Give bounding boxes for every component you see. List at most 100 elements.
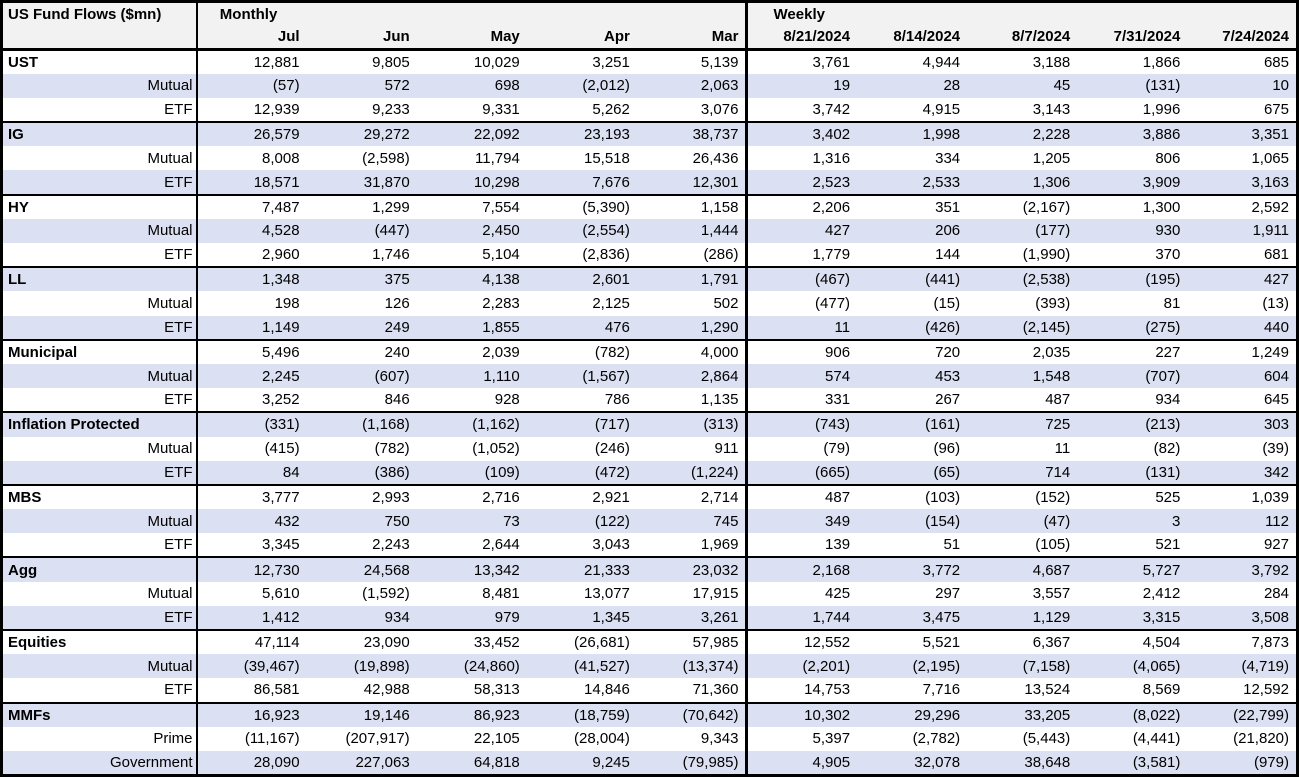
row-label: Agg xyxy=(1,556,198,582)
monthly-value-cell: 2,283 xyxy=(482,294,520,312)
sub-row: Mutual 2,245 (607) 1,110 (1,567) 2,864 574 453 1… xyxy=(1,363,1298,389)
weekly-value-cell: 681 xyxy=(1263,246,1289,264)
monthly-value-cell: 5,496 xyxy=(196,338,307,364)
weekly-value-cell: 334 xyxy=(935,149,961,167)
monthly-value-cell: (26,681) xyxy=(526,628,637,655)
monthly-value-cell: 5,104 xyxy=(482,246,520,264)
weekly-value-cell: (22,799) xyxy=(1187,701,1298,727)
monthly-value-cell: 3,261 xyxy=(636,605,749,630)
row-label: Mutual xyxy=(1,146,198,171)
weekly-value-cell: (4,441) xyxy=(1132,730,1181,748)
weekly-value-cell: 297 xyxy=(935,585,961,603)
row-label: Mutual xyxy=(1,581,198,606)
weekly-value-cell: 725 xyxy=(967,411,1078,437)
group-header-row: MBS 3,777 2,993 2,716 2,921 2,714 487 (103) (152… xyxy=(1,483,1298,510)
monthly-value-cell: 86,923 xyxy=(416,701,527,727)
weekly-value-cell: 574 xyxy=(746,363,858,389)
monthly-value-cell: 17,915 xyxy=(636,581,749,606)
weekly-value-cell: 6,367 xyxy=(967,628,1078,655)
monthly-value-cell: 16,923 xyxy=(196,701,307,727)
monthly-value-cell: 2,450 xyxy=(416,218,527,243)
weekly-value-cell: 3,315 xyxy=(1077,605,1188,630)
weekly-value-cell: 29,296 xyxy=(857,701,968,727)
weekly-column-header: 8/21/2024 xyxy=(746,25,858,51)
weekly-value-cell: 720 xyxy=(857,338,968,364)
monthly-value-cell: 7,554 xyxy=(416,193,527,219)
header-spacer xyxy=(857,1,1298,26)
weekly-value-cell: 33,205 xyxy=(967,701,1078,727)
monthly-value-cell: 2,864 xyxy=(636,363,749,389)
monthly-value-cell: 1,746 xyxy=(372,246,410,264)
weekly-value-cell: (152) xyxy=(967,483,1078,510)
monthly-value-cell: 10,029 xyxy=(416,48,527,74)
weekly-value-cell: 4,905 xyxy=(746,750,858,776)
monthly-column-header: Mar xyxy=(636,25,749,51)
row-label: MBS xyxy=(1,483,198,510)
monthly-value-cell: 240 xyxy=(306,338,417,364)
monthly-value-cell: 21,333 xyxy=(526,556,637,582)
monthly-value-cell: 911 xyxy=(636,436,749,461)
weekly-column-header: 7/24/2024 xyxy=(1187,25,1298,51)
weekly-value-cell: 487 xyxy=(1045,391,1071,409)
monthly-value-cell: 2,243 xyxy=(372,536,410,554)
weekly-value-cell: 227 xyxy=(1077,338,1188,364)
weekly-value-cell: (2,195) xyxy=(857,654,968,679)
monthly-value-cell: 7,676 xyxy=(526,170,637,195)
weekly-value-cell: 19 xyxy=(746,73,858,98)
row-label: LL xyxy=(1,266,198,292)
monthly-value-cell: 786 xyxy=(604,391,630,409)
monthly-value-cell: (70,642) xyxy=(636,701,749,727)
sub-row: ETF 1,412 934 979 1,345 3,261 1,744 3,475 1,129 3… xyxy=(1,605,1298,630)
monthly-value-cell: 57,985 xyxy=(636,628,749,655)
monthly-value-cell: 375 xyxy=(306,266,417,292)
monthly-value-cell: 5,139 xyxy=(636,48,749,74)
monthly-value-cell: 23,032 xyxy=(636,556,749,582)
weekly-value-cell: 1,129 xyxy=(967,605,1078,630)
weekly-value-cell: 12,592 xyxy=(1243,681,1289,699)
weekly-value-cell: 927 xyxy=(1263,536,1289,554)
weekly-value-cell: 303 xyxy=(1187,411,1298,437)
row-label: Municipal xyxy=(1,338,198,364)
monthly-value-cell: (28,004) xyxy=(574,730,630,748)
monthly-value-cell: 86,581 xyxy=(253,681,300,699)
weekly-value-cell: 3,351 xyxy=(1187,121,1298,147)
monthly-value-cell: 28,090 xyxy=(196,750,307,776)
weekly-value-cell: 427 xyxy=(746,218,858,243)
monthly-value-cell: 3,777 xyxy=(196,483,307,510)
weekly-value-cell: (131) xyxy=(1077,73,1188,98)
monthly-value-cell: 31,870 xyxy=(306,170,417,195)
sub-row: Mutual 198 126 2,283 2,125 502 (477) (15) (393) 8… xyxy=(1,291,1298,316)
weekly-value-cell: (7,158) xyxy=(967,654,1078,679)
monthly-value-cell: (2,554) xyxy=(526,218,637,243)
row-label: Mutual xyxy=(1,291,198,316)
weekly-value-cell: 3,909 xyxy=(1077,170,1188,195)
monthly-value-cell: 8,481 xyxy=(482,585,520,603)
weekly-value-cell: 3,792 xyxy=(1187,556,1298,582)
weekly-value-cell: 2,228 xyxy=(967,121,1078,147)
weekly-value-cell: (13) xyxy=(1262,294,1289,312)
weekly-section-label: Weekly xyxy=(746,1,858,26)
weekly-value-cell: (154) xyxy=(857,509,968,534)
monthly-value-cell: 22,092 xyxy=(416,121,527,147)
weekly-value-cell: (707) xyxy=(1077,363,1188,389)
monthly-value-cell: 1,791 xyxy=(636,266,749,292)
weekly-value-cell: 2,533 xyxy=(857,170,968,195)
monthly-value-cell: 11,794 xyxy=(475,149,520,167)
weekly-value-cell: 934 xyxy=(1155,391,1181,409)
monthly-value-cell: (41,527) xyxy=(526,654,637,679)
row-label: ETF xyxy=(1,460,198,485)
group-header-row: Agg 12,730 24,568 13,342 21,333 23,032 2,168 3,… xyxy=(1,556,1298,582)
monthly-value-cell: 2,993 xyxy=(306,483,417,510)
monthly-value-cell: (207,917) xyxy=(345,730,410,748)
monthly-value-cell: 1,149 xyxy=(196,315,307,340)
monthly-value-cell: 42,988 xyxy=(363,681,410,699)
monthly-value-cell: 12,939 xyxy=(253,100,300,118)
weekly-value-cell: 10,302 xyxy=(746,701,858,727)
weekly-value-cell: 906 xyxy=(746,338,858,364)
monthly-value-cell: (782) xyxy=(374,440,410,458)
monthly-value-cell: 3,043 xyxy=(592,536,630,554)
row-label: ETF xyxy=(1,388,198,413)
monthly-value-cell: 9,805 xyxy=(306,48,417,74)
weekly-value-cell: (96) xyxy=(933,440,961,458)
monthly-value-cell: (24,860) xyxy=(416,654,527,679)
